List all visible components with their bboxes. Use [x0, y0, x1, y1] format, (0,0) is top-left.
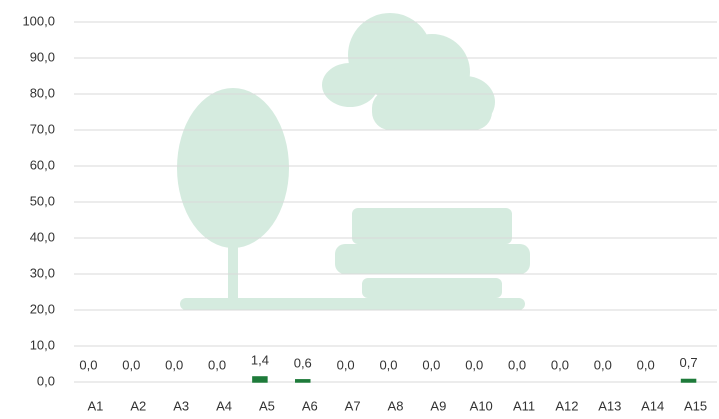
data-label: 0,0: [208, 357, 226, 372]
background-illustration: [177, 13, 530, 310]
data-label: 1,4: [251, 352, 269, 367]
bar: [680, 378, 697, 383]
data-label: 0,6: [294, 355, 312, 370]
y-tick-label: 0,0: [37, 373, 55, 388]
data-label: 0,0: [337, 357, 355, 372]
x-tick-label: A1: [87, 398, 103, 413]
y-tick-label: 100,0: [22, 13, 55, 28]
x-tick-label: A9: [430, 398, 446, 413]
y-tick-label: 30,0: [30, 265, 55, 280]
data-label: 0,0: [422, 357, 440, 372]
y-tick-label: 70,0: [30, 121, 55, 136]
y-tick-label: 80,0: [30, 85, 55, 100]
data-label: 0,0: [379, 357, 397, 372]
x-tick-label: A4: [216, 398, 232, 413]
x-tick-label: A12: [555, 398, 578, 413]
data-label: 0,0: [79, 357, 97, 372]
x-tick-label: A15: [684, 398, 707, 413]
x-tick-label: A10: [470, 398, 493, 413]
x-tick-label: A8: [388, 398, 404, 413]
x-tick-label: A2: [130, 398, 146, 413]
data-label: 0,0: [594, 357, 612, 372]
x-tick-label: A7: [345, 398, 361, 413]
y-tick-label: 50,0: [30, 193, 55, 208]
y-tick-label: 10,0: [30, 337, 55, 352]
data-label: 0,0: [122, 357, 140, 372]
data-label: 0,0: [465, 357, 483, 372]
x-tick-label: A13: [598, 398, 621, 413]
data-label: 0,0: [637, 357, 655, 372]
data-label: 0,7: [680, 355, 698, 370]
data-label: 0,0: [551, 357, 569, 372]
x-tick-label: A14: [641, 398, 664, 413]
bar: [295, 379, 311, 383]
x-tick-label: A6: [302, 398, 318, 413]
y-tick-label: 60,0: [30, 157, 55, 172]
data-label: 0,0: [165, 357, 183, 372]
y-tick-label: 20,0: [30, 301, 55, 316]
bar: [252, 376, 268, 383]
x-tick-label: A3: [173, 398, 189, 413]
y-tick-label: 90,0: [30, 49, 55, 64]
x-tick-label: A11: [513, 398, 535, 413]
y-tick-label: 40,0: [30, 229, 55, 244]
data-label: 0,0: [508, 357, 526, 372]
x-tick-label: A5: [259, 398, 275, 413]
